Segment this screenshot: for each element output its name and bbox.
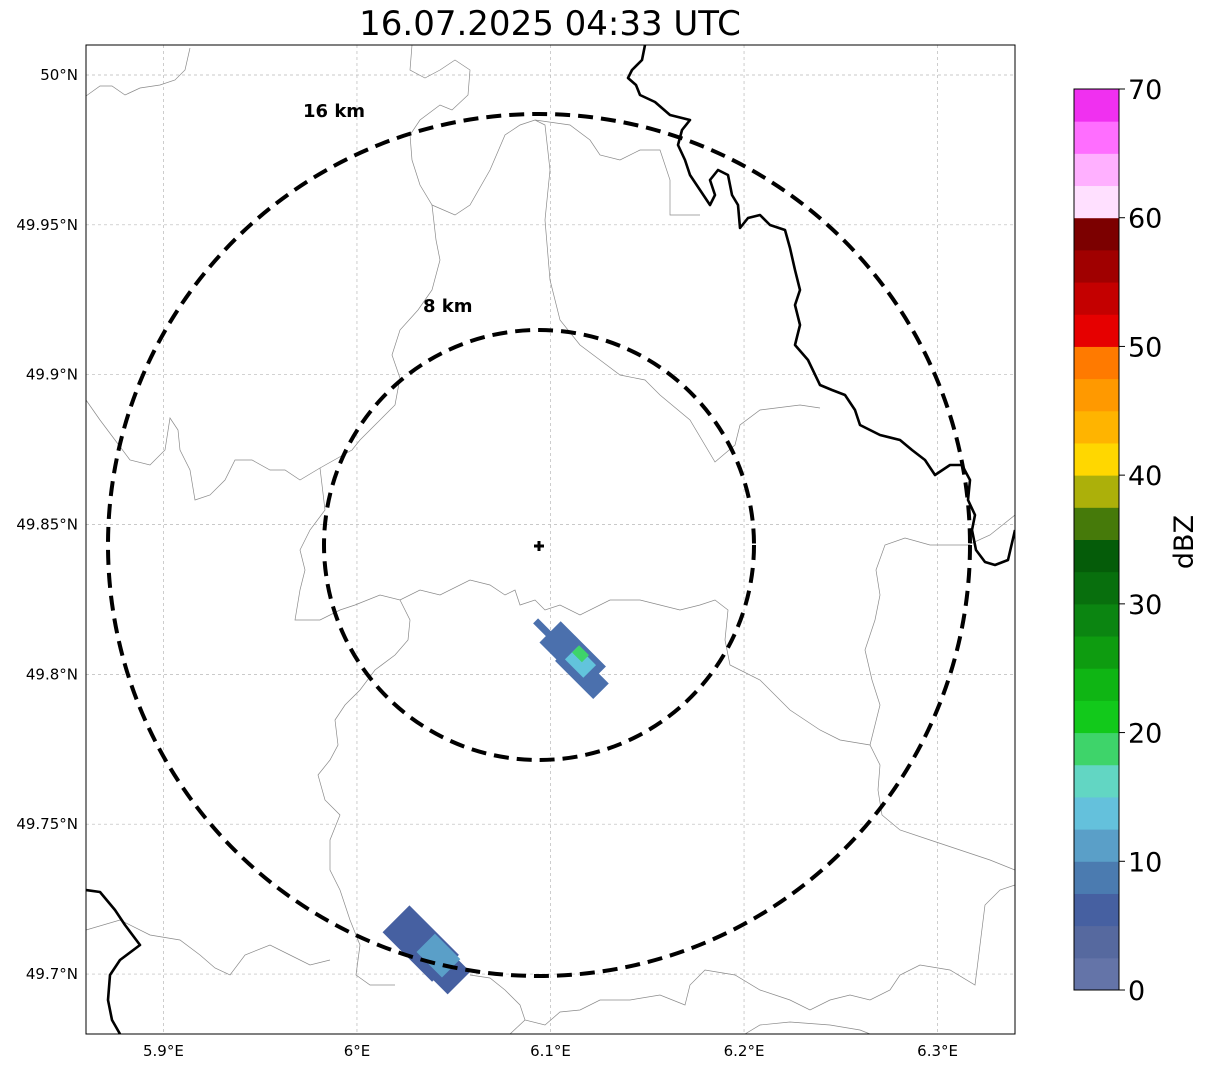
colorbar-segment xyxy=(1074,957,1119,991)
range-ring-16km-label: 16 km xyxy=(303,101,365,122)
colorbar-segment xyxy=(1074,925,1119,959)
colorbar-segment xyxy=(1074,442,1119,476)
lat-tick-label: 49.85°N xyxy=(16,516,78,534)
range-rings xyxy=(106,112,972,978)
lon-tick-label: 6.1°E xyxy=(530,1042,571,1060)
echo-cell-central xyxy=(533,618,609,700)
colorbar-frame xyxy=(1073,88,1120,991)
colorbar-segment xyxy=(1074,346,1119,380)
colorbar-tick-label: 10 xyxy=(1128,847,1162,878)
colorbar-segment xyxy=(1074,732,1119,766)
colorbar-segment xyxy=(1074,249,1119,283)
lon-tick-label: 6°E xyxy=(344,1042,371,1060)
colorbar-segment xyxy=(1074,571,1119,605)
map-frame xyxy=(85,44,1016,1035)
colorbar-ticks: 0 10 20 30 40 50 60 70 xyxy=(1119,75,1162,1007)
colorbar-segment xyxy=(1074,829,1119,862)
graticule xyxy=(86,45,1015,1034)
colorbar-segment xyxy=(1074,893,1119,927)
colorbar-tick-label: 20 xyxy=(1128,719,1162,750)
colorbar-segment xyxy=(1074,153,1119,187)
lon-tick-label: 5.9°E xyxy=(143,1042,184,1060)
colorbar-segments xyxy=(1074,89,1119,991)
colorbar-segment xyxy=(1074,603,1119,637)
echo-cell-central-spur xyxy=(533,618,556,641)
colorbar-tick-label: 30 xyxy=(1128,590,1162,621)
colorbar-segment xyxy=(1074,507,1119,540)
range-ring-8km-label: 8 km xyxy=(423,296,473,317)
colorbar-segment xyxy=(1074,378,1119,412)
colorbar-segment xyxy=(1074,185,1119,219)
colorbar-segment xyxy=(1074,217,1119,251)
lat-tick-label: 49.9°N xyxy=(26,366,78,384)
colorbar-segment xyxy=(1074,764,1119,798)
colorbar-segment xyxy=(1074,796,1119,830)
lon-tick-label: 6.2°E xyxy=(724,1042,765,1060)
echo-cell-central-peak xyxy=(572,645,589,663)
lat-tick-label: 49.95°N xyxy=(16,216,78,234)
colorbar-tick-label: 0 xyxy=(1128,976,1145,1007)
lon-tick-label: 6.3°E xyxy=(917,1042,958,1060)
longitude-labels: 5.9°E 6°E 6.1°E 6.2°E 6.3°E xyxy=(143,1042,958,1060)
colorbar-segment xyxy=(1074,314,1119,347)
colorbar-segment xyxy=(1074,636,1119,669)
colorbar-segment xyxy=(1074,282,1119,315)
echo-cell-central-core xyxy=(564,646,597,678)
lat-tick-label: 49.7°N xyxy=(26,965,78,983)
lat-tick-label: 49.8°N xyxy=(26,665,78,683)
colorbar-segment xyxy=(1074,861,1119,894)
colorbar-segment xyxy=(1074,410,1119,444)
colorbar-tick-label: 70 xyxy=(1128,75,1162,106)
map-title: 16.07.2025 04:33 UTC xyxy=(359,4,741,44)
lat-tick-label: 50°N xyxy=(40,66,78,84)
radar-site-marker xyxy=(534,541,544,551)
lat-tick-label: 49.75°N xyxy=(16,815,78,833)
colorbar-segment xyxy=(1074,668,1119,701)
colorbar-title: dBZ xyxy=(1169,515,1200,569)
colorbar-tick-label: 50 xyxy=(1128,332,1162,363)
colorbar-segment xyxy=(1074,475,1119,508)
range-ring-16km xyxy=(106,112,972,978)
colorbar-segment xyxy=(1074,700,1119,734)
colorbar-segment xyxy=(1074,89,1119,122)
range-ring-8km xyxy=(322,328,756,762)
colorbar: 0 10 20 30 40 50 60 70 dBZ xyxy=(1073,75,1200,1007)
colorbar-tick-label: 60 xyxy=(1128,204,1162,235)
colorbar-segment xyxy=(1074,539,1119,573)
colorbar-segment xyxy=(1074,121,1119,154)
latitude-labels: 50°N 49.95°N 49.9°N 49.85°N 49.8°N 49.75°N 49.… xyxy=(16,66,78,983)
colorbar-tick-label: 40 xyxy=(1128,461,1162,492)
